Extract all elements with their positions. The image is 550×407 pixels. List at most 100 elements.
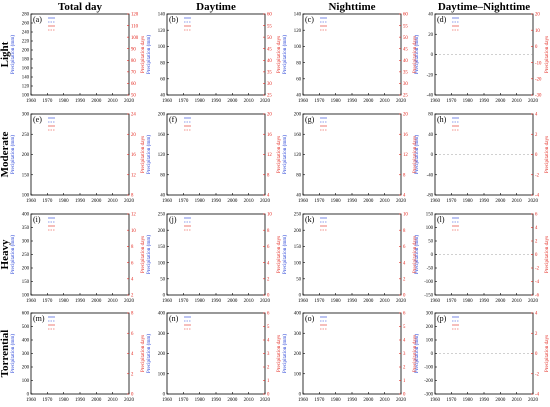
y-tick-label: -80 — [427, 194, 434, 199]
y2-tick-label: 4 — [131, 278, 134, 283]
panel-label: (k) — [305, 215, 315, 224]
y-tick-label: 500 — [22, 325, 30, 330]
chart-panel: 1960 1970 1980 1990 2000 2010 2020-300-200-100… — [413, 312, 550, 403]
y2-tick-label: 5 — [267, 325, 270, 330]
y2-tick-label: 100 — [131, 36, 139, 41]
plot-frame — [166, 113, 266, 196]
x-tick-label: 1960 — [430, 99, 441, 104]
y2-tick-label: 25 — [403, 94, 408, 99]
y2-tick-label: 0 — [131, 393, 134, 398]
y2-axis-label: Precipitation days — [140, 335, 146, 372]
y-tick-label: 200 — [294, 229, 302, 234]
panel-label: (j) — [169, 215, 177, 224]
y-tick-label: 250 — [294, 213, 302, 218]
y2-axis-label: Precipitation days — [412, 236, 418, 273]
y2-tick-label: 10 — [403, 213, 408, 218]
y-tick-label: 80 — [428, 113, 433, 118]
x-tick-label: 1990 — [211, 99, 222, 104]
y-axis-label: Precipitation (mm) — [281, 235, 288, 275]
y2-tick-label: 4 — [267, 261, 270, 266]
x-tick-label: 1960 — [430, 299, 441, 304]
y2-tick-label: 60 — [403, 13, 408, 18]
x-tick-label: 1990 — [75, 398, 86, 403]
x-tick-label: 1990 — [347, 99, 358, 104]
panel-label: (o) — [305, 314, 315, 323]
x-tick-label: 2010 — [108, 199, 119, 204]
y-tick-label: 200 — [22, 366, 30, 371]
y-tick-label: 400 — [158, 312, 166, 317]
y2-tick-label: 2 — [267, 366, 270, 371]
y-tick-label: 400 — [22, 339, 30, 344]
x-tick-label: 1990 — [479, 99, 490, 104]
y-tick-label: 40 — [428, 133, 433, 138]
x-tick-label: 2010 — [512, 99, 523, 104]
y2-tick-label: 0 — [535, 253, 538, 258]
row-heading: Heavy — [0, 239, 11, 269]
y2-axis-label: Precipitation days — [276, 335, 282, 372]
y2-tick-label: 3 — [267, 352, 270, 357]
x-tick-label: 1970 — [446, 299, 457, 304]
x-tick-label: 1970 — [314, 199, 325, 204]
x-tick-label: 1980 — [195, 398, 206, 403]
y-tick-label: 160 — [158, 133, 166, 138]
y2-tick-label: 120 — [131, 13, 139, 18]
y2-tick-label: 24 — [131, 113, 136, 118]
x-tick-label: 1990 — [347, 299, 358, 304]
y-tick-label: 140 — [294, 13, 302, 18]
y2-tick-label: 12 — [403, 153, 408, 158]
x-tick-label: 1980 — [59, 398, 70, 403]
y2-tick-label: 60 — [131, 82, 136, 87]
y-tick-label: 100 — [22, 294, 30, 299]
y2-axis-label: Precipitation days — [140, 136, 146, 173]
y-tick-label: 40 — [296, 94, 301, 99]
x-tick-label: 1960 — [26, 398, 37, 403]
y2-tick-label: -30 — [535, 94, 542, 99]
y-tick-label: 300 — [22, 240, 30, 245]
column-heading: Total day — [58, 1, 102, 13]
y2-tick-label: 10 — [267, 213, 272, 218]
y-tick-label: 200 — [158, 352, 166, 357]
x-tick-label: 1990 — [75, 299, 86, 304]
y2-tick-label: 3 — [403, 352, 406, 357]
y-axis-label: Precipitation (mm) — [145, 334, 152, 374]
x-tick-label: 2000 — [363, 99, 374, 104]
y2-tick-label: 10 — [131, 229, 136, 234]
y2-axis-label: Precipitation days — [544, 335, 550, 372]
y2-tick-label: 4 — [267, 194, 270, 199]
y2-tick-label: 6 — [131, 261, 134, 266]
y2-tick-label: 2 — [267, 278, 270, 283]
y2-tick-label: 2 — [131, 294, 134, 299]
x-tick-label: 2010 — [512, 199, 523, 204]
y2-axis-label: Precipitation days — [544, 236, 550, 273]
y2-tick-label: 50 — [403, 36, 408, 41]
y2-tick-label: 30 — [267, 82, 272, 87]
y-tick-label: 200 — [294, 113, 302, 118]
y-tick-label: 0 — [431, 253, 434, 258]
plot-frame — [302, 213, 402, 296]
panel-label: (l) — [437, 215, 445, 224]
x-tick-label: 1990 — [211, 299, 222, 304]
y-tick-label: 400 — [22, 213, 30, 218]
y2-tick-label: 8 — [131, 194, 134, 199]
y-axis-label: Precipitation (mm) — [145, 235, 152, 275]
x-tick-label: 2010 — [380, 199, 391, 204]
y2-tick-label: 40 — [403, 59, 408, 64]
y2-tick-label: 0 — [267, 393, 270, 398]
y2-tick-label: 0 — [535, 45, 538, 50]
row-heading: Moderate — [0, 131, 11, 177]
y2-tick-label: 0 — [403, 393, 406, 398]
y-tick-label: 280 — [22, 13, 30, 18]
y-tick-label: 100 — [158, 45, 166, 50]
y2-tick-label: 70 — [131, 71, 136, 76]
plot-frame — [30, 312, 130, 395]
x-tick-label: 1980 — [59, 299, 70, 304]
x-tick-label: 1960 — [162, 398, 173, 403]
y-tick-label: 100 — [158, 261, 166, 266]
x-tick-label: 2000 — [91, 398, 102, 403]
x-tick-label: 2020 — [260, 199, 271, 204]
x-tick-label: 1960 — [26, 299, 37, 304]
y-tick-label: 140 — [158, 13, 166, 18]
y-tick-label: 200 — [294, 352, 302, 357]
chart-panel: 1960 1970 1980 1990 2000 2010 2020 100 150 200 250… — [9, 213, 146, 304]
panel-label: (c) — [305, 15, 314, 24]
